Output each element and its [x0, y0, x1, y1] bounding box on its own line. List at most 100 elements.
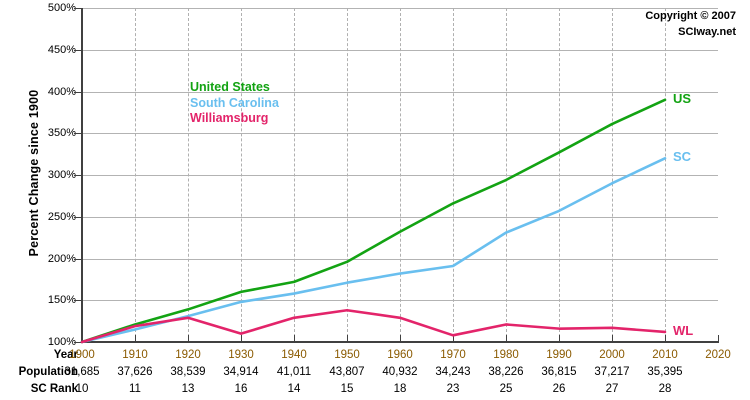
x-tick-mark — [400, 335, 401, 343]
y-tick-mark — [74, 216, 82, 218]
gridline-vertical — [294, 8, 295, 342]
y-tick-mark — [74, 8, 82, 9]
y-tick-label: 200% — [47, 252, 76, 265]
table-cell-population: 41,011 — [276, 366, 312, 378]
table-cell-sc-rank: 27 — [605, 383, 619, 395]
copyright-line-2: SCIway.net — [678, 26, 736, 38]
gridline-vertical — [453, 8, 454, 342]
row-label-year: Year — [53, 349, 78, 361]
table-cell-population: 34,243 — [435, 366, 471, 378]
gridline-vertical — [188, 8, 189, 342]
table-cell-sc-rank: 26 — [552, 383, 566, 395]
table-cell-sc-rank: 13 — [181, 383, 195, 395]
table-cell-population: 37,626 — [117, 366, 153, 378]
gridline-vertical — [665, 8, 666, 342]
x-tick-mark — [82, 335, 83, 343]
x-tick-mark — [135, 335, 136, 343]
y-tick-label: 400% — [47, 85, 76, 98]
table-cell-year: 1990 — [546, 349, 572, 361]
x-tick-mark — [347, 335, 348, 343]
table-cell-sc-rank: 23 — [446, 383, 460, 395]
row-label-population: Population — [18, 366, 78, 378]
table-cell-year: 1960 — [387, 349, 413, 361]
x-tick-mark — [241, 335, 242, 343]
y-tick-mark — [74, 342, 82, 343]
table-cell-sc-rank: 14 — [287, 383, 301, 395]
series-line-wl — [80, 308, 667, 344]
legend-item-united-states: United States — [190, 80, 279, 96]
table-cell-year: 1910 — [122, 349, 148, 361]
end-label-us: US — [673, 90, 692, 106]
legend-label-williamsburg: Williamsburg — [190, 111, 269, 125]
y-tick-mark — [74, 133, 82, 135]
series-line-us — [80, 98, 667, 344]
x-tick-mark — [506, 335, 507, 343]
copyright-notice: Copyright © 2007 SCIway.net — [645, 8, 736, 40]
y-tick-label: 300% — [47, 169, 76, 181]
table-cell-year: 1980 — [493, 349, 519, 361]
table-cell-sc-rank: 10 — [75, 383, 89, 395]
table-cell-year: 1950 — [334, 349, 360, 361]
end-label-sc: SC — [673, 149, 692, 165]
y-tick-label: 350% — [47, 127, 76, 140]
table-cell-year: 2010 — [652, 349, 678, 361]
table-cell-population: 40,932 — [382, 366, 418, 378]
gridline-vertical — [241, 8, 242, 342]
x-tick-mark — [612, 335, 613, 343]
row-label-sc-rank: SC Rank — [30, 383, 78, 395]
table-cell-population: 31,685 — [64, 366, 100, 378]
table-cell-population: 38,226 — [488, 366, 524, 378]
table-cell-sc-rank: 11 — [129, 383, 141, 395]
y-tick-label: 250% — [47, 210, 76, 223]
table-cell-sc-rank: 28 — [658, 383, 672, 395]
y-tick-label: 150% — [47, 294, 76, 307]
gridline-vertical — [612, 8, 613, 342]
table-cell-population: 37,217 — [594, 366, 630, 378]
x-tick-mark — [188, 335, 189, 343]
y-tick-label: 500% — [47, 2, 76, 14]
x-tick-mark — [294, 335, 295, 343]
legend-label-united-states: United States — [190, 80, 270, 94]
y-axis-tick-labels: 500% 450% 400% 350% 300% 250% 200% 150% 100% — [14, 0, 76, 400]
y-axis-line — [81, 8, 83, 342]
chart-legend: United States South Carolina Williamsbur… — [190, 80, 279, 127]
table-cell-sc-rank: 25 — [499, 383, 513, 395]
gridline-vertical — [347, 8, 348, 342]
copyright-line-1: Copyright © 2007 — [645, 10, 736, 22]
y-tick-mark — [74, 300, 82, 302]
table-cell-year: 2000 — [599, 349, 625, 361]
data-table: Year Population SC Rank 1900 31,685 10 1910… — [0, 349, 750, 400]
x-tick-mark — [665, 335, 666, 343]
table-cell-sc-rank: 15 — [340, 383, 354, 395]
table-cell-population: 36,815 — [541, 366, 577, 378]
y-tick-mark — [74, 175, 82, 176]
gridline-vertical — [559, 8, 560, 342]
y-tick-label: 450% — [47, 43, 76, 56]
gridline-vertical — [400, 8, 401, 342]
legend-item-williamsburg: Williamsburg — [190, 111, 279, 127]
gridline-vertical — [506, 8, 507, 342]
y-tick-mark — [74, 91, 82, 93]
table-cell-population: 38,539 — [170, 366, 206, 378]
table-cell-population: 43,807 — [329, 366, 365, 378]
table-cell-population: 35,395 — [647, 366, 683, 378]
x-tick-mark — [559, 335, 560, 343]
end-label-wl: WL — [673, 322, 694, 338]
table-cell-year: 1920 — [175, 349, 201, 361]
table-cell-year: 1930 — [228, 349, 254, 361]
gridline-vertical — [135, 8, 136, 342]
table-cell-year: 1900 — [69, 349, 95, 361]
x-tick-mark — [718, 335, 719, 343]
table-cell-sc-rank: 16 — [234, 383, 248, 395]
legend-item-south-carolina: South Carolina — [190, 96, 279, 112]
x-tick-mark — [453, 335, 454, 343]
table-cell-year: 1970 — [440, 349, 466, 361]
plot-area — [82, 8, 718, 342]
y-tick-mark — [74, 258, 82, 260]
table-cell-sc-rank: 18 — [393, 383, 407, 395]
table-cell-year: 2020 — [705, 349, 731, 361]
y-tick-label: 100% — [47, 336, 76, 348]
y-tick-mark — [74, 49, 82, 51]
